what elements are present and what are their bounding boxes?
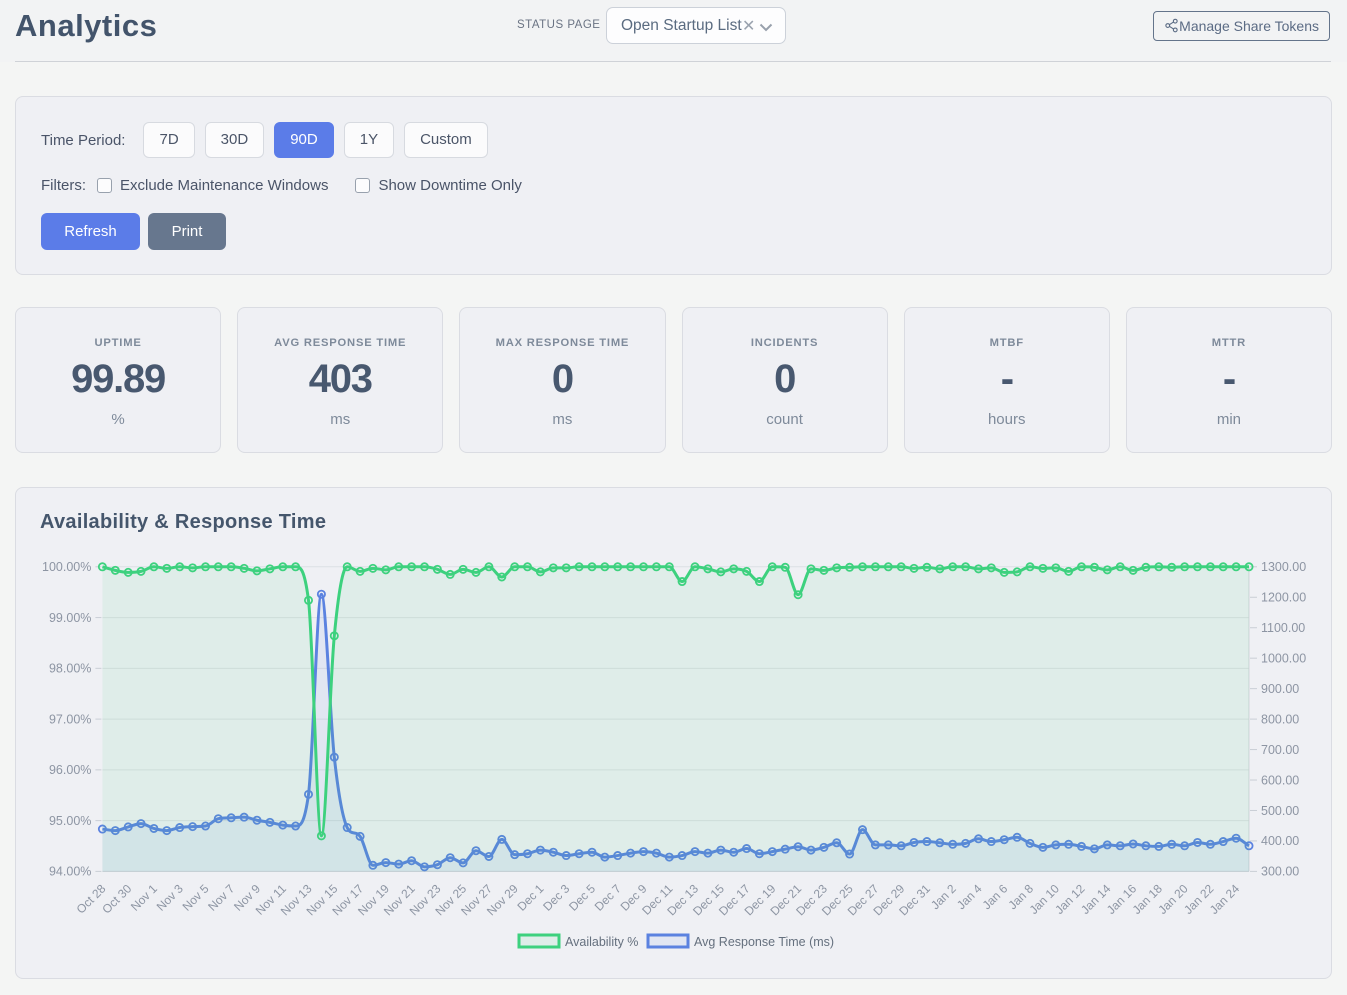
svg-text:900.00: 900.00 [1261, 682, 1299, 696]
svg-text:600.00: 600.00 [1261, 773, 1299, 787]
svg-text:Avg Response Time (ms): Avg Response Time (ms) [694, 935, 834, 949]
svg-text:94.00%: 94.00% [49, 865, 91, 879]
svg-text:95.00%: 95.00% [49, 814, 91, 828]
svg-text:98.00%: 98.00% [49, 662, 91, 676]
svg-text:Nov 7: Nov 7 [205, 881, 237, 913]
svg-text:400.00: 400.00 [1261, 834, 1299, 848]
svg-text:96.00%: 96.00% [49, 763, 91, 777]
svg-text:1000.00: 1000.00 [1261, 651, 1306, 665]
svg-text:Jan 6: Jan 6 [980, 881, 1011, 912]
svg-text:500.00: 500.00 [1261, 804, 1299, 818]
svg-text:300.00: 300.00 [1261, 865, 1299, 879]
svg-text:700.00: 700.00 [1261, 743, 1299, 757]
svg-text:Dec 3: Dec 3 [540, 881, 572, 913]
svg-text:Nov 3: Nov 3 [154, 881, 186, 913]
svg-text:Nov 1: Nov 1 [128, 881, 160, 913]
svg-text:Dec 1: Dec 1 [514, 881, 546, 913]
svg-text:100.00%: 100.00% [42, 560, 91, 574]
svg-text:1100.00: 1100.00 [1261, 621, 1305, 635]
svg-text:Jan 4: Jan 4 [954, 881, 985, 912]
svg-text:Oct 30: Oct 30 [99, 881, 134, 916]
svg-text:Dec 7: Dec 7 [592, 881, 624, 913]
svg-text:Dec 5: Dec 5 [566, 881, 598, 913]
svg-text:Nov 5: Nov 5 [180, 881, 212, 913]
svg-text:Availability %: Availability % [565, 935, 638, 949]
svg-text:1200.00: 1200.00 [1261, 591, 1306, 605]
svg-text:Jan 24: Jan 24 [1207, 881, 1243, 917]
svg-text:Jan 2: Jan 2 [928, 881, 959, 912]
svg-text:1300.00: 1300.00 [1261, 560, 1306, 574]
svg-text:99.00%: 99.00% [49, 611, 91, 625]
svg-text:97.00%: 97.00% [49, 712, 91, 726]
svg-text:800.00: 800.00 [1261, 712, 1299, 726]
